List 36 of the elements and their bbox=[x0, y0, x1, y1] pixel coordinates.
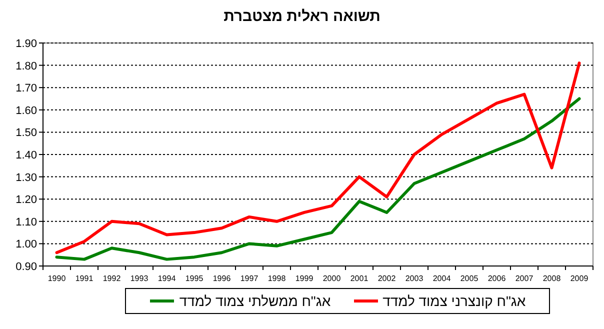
line-series bbox=[55, 62, 581, 254]
x-tick-label: 2002 bbox=[378, 274, 396, 283]
legend-label: אג"ח ממשלתי צמוד למדד bbox=[179, 293, 331, 309]
y-tick-label: 1.10 bbox=[16, 216, 37, 228]
x-tick-label: 2006 bbox=[488, 274, 506, 283]
x-tick-label: 2004 bbox=[432, 274, 452, 283]
x-tick-label: 1993 bbox=[130, 274, 149, 283]
x-tick-label: 2003 bbox=[405, 274, 424, 283]
y-tick-label: 1.90 bbox=[16, 38, 37, 50]
x-tick-label: 2000 bbox=[322, 274, 342, 283]
x-tick-label: 1996 bbox=[212, 274, 232, 283]
x-tick-label: 2001 bbox=[350, 274, 369, 283]
chart-title: תשואה ראלית מצטברת bbox=[222, 8, 382, 25]
y-tick-label: 1.40 bbox=[16, 150, 37, 162]
x-tick-label: 2007 bbox=[515, 274, 534, 283]
x-tick-label: 1991 bbox=[75, 274, 94, 283]
x-tick-label: 1992 bbox=[102, 274, 122, 283]
y-tick-label: 1.50 bbox=[16, 127, 37, 140]
x-tick-label: 1999 bbox=[295, 274, 314, 283]
x-tick-label: 2005 bbox=[460, 274, 479, 283]
x-tick-label: 1994 bbox=[158, 274, 176, 283]
line-series bbox=[55, 97, 581, 261]
x-tick-label: 1990 bbox=[48, 274, 66, 283]
x-tick-label: 1998 bbox=[268, 274, 286, 283]
y-tick-label: 0.90 bbox=[16, 261, 37, 273]
y-tick-label: 1.30 bbox=[16, 172, 37, 184]
x-tick-label: 1995 bbox=[185, 274, 204, 283]
x-tick-label: 2008 bbox=[542, 274, 562, 283]
y-tick-label: 1.70 bbox=[16, 82, 37, 95]
x-tick-label: 2009 bbox=[570, 274, 589, 283]
y-tick-label: 1.00 bbox=[16, 238, 37, 251]
y-tick-label: 1.60 bbox=[16, 104, 37, 117]
legend-label: אג"ח קונצרני צמוד למדד bbox=[382, 293, 526, 309]
y-tick-label: 1.80 bbox=[16, 60, 37, 72]
y-tick-label: 1.20 bbox=[16, 194, 37, 206]
x-tick-label: 1997 bbox=[240, 274, 259, 283]
